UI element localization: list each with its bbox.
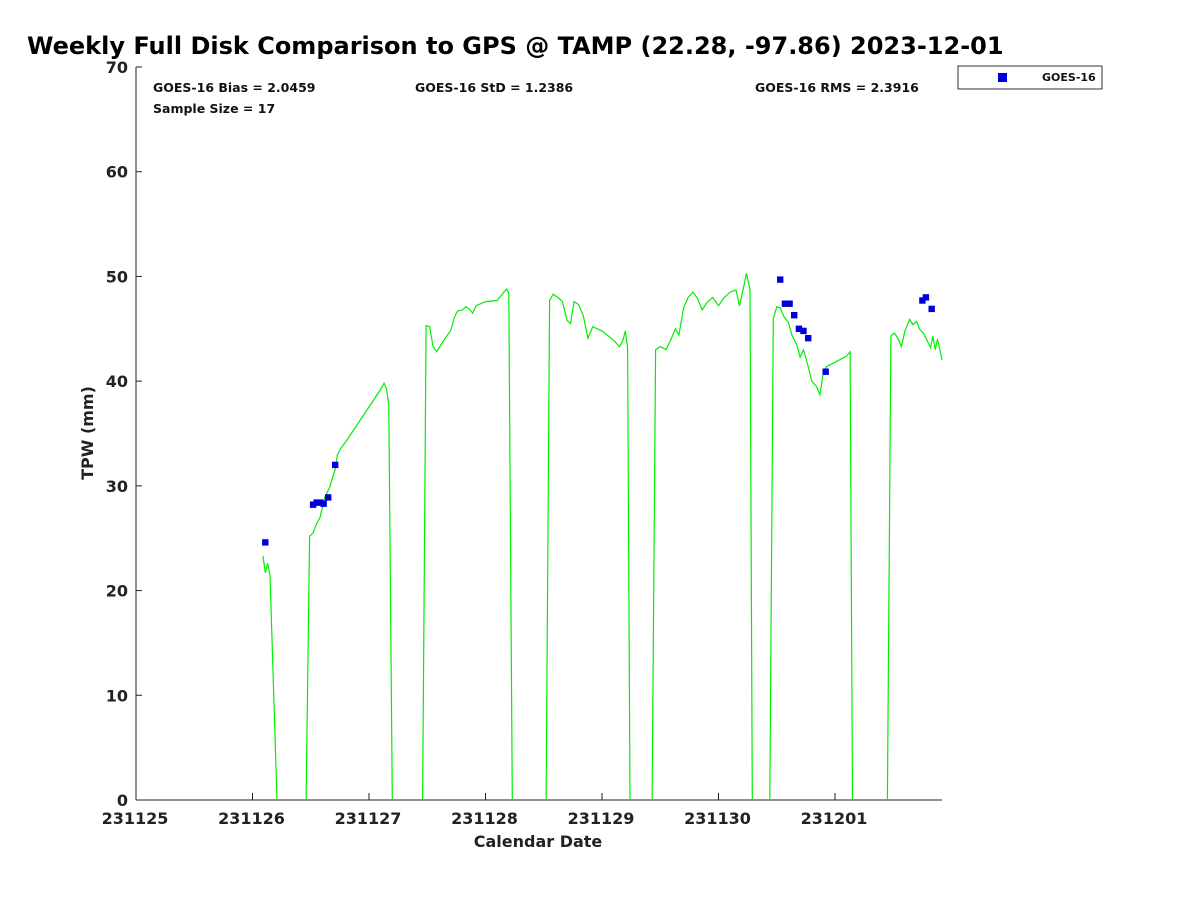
std-annotation: GOES-16 StD = 1.2386 [415, 80, 573, 95]
y-tick-label: 60 [106, 163, 128, 182]
y-tick-label: 50 [106, 267, 128, 286]
goes16-point [320, 500, 327, 507]
goes16-point [325, 494, 332, 501]
gps-line-segment [422, 287, 513, 801]
x-tick-label: 231127 [335, 809, 402, 828]
y-ticks: 0 10 20 30 40 50 60 70 [106, 58, 142, 810]
y-tick-label: 0 [117, 791, 128, 810]
goes16-point [928, 305, 935, 313]
x-tick-label: 231125 [102, 809, 169, 828]
y-tick-label: 30 [106, 477, 128, 496]
y-tick-label: 10 [106, 686, 128, 705]
gps-line-segment [545, 293, 631, 801]
gps-line-segment [886, 318, 943, 801]
y-axis-label: TPW (mm) [78, 386, 97, 480]
sample-size-annotation: Sample Size = 17 [153, 101, 275, 116]
gps-line-layer [262, 273, 943, 801]
goes16-point [791, 312, 798, 319]
rms-annotation: GOES-16 RMS = 2.3916 [755, 80, 919, 95]
chart-title: Weekly Full Disk Comparison to GPS @ TAM… [27, 32, 1004, 60]
goes16-point [309, 501, 317, 508]
x-tick-label: 231130 [684, 809, 751, 828]
goes16-point [922, 294, 930, 301]
x-tick-label: 231126 [218, 809, 285, 828]
gps-line-segment [651, 273, 753, 801]
x-tick-label: 231129 [568, 809, 635, 828]
goes16-point [777, 276, 784, 283]
goes16-point [800, 327, 807, 335]
goes16-point [316, 499, 324, 506]
gps-line-segment [769, 306, 854, 801]
legend-label-goes16: GOES-16 [1042, 71, 1096, 84]
goes16-point [919, 297, 926, 304]
goes16-point [786, 300, 793, 307]
plot-frame [135, 67, 942, 801]
gps-line-segment [262, 555, 278, 801]
x-axis-label: Calendar Date [474, 832, 603, 851]
x-ticks: 231125 231126 231127 231128 231129 231130 2312… [102, 793, 868, 828]
y-tick-label: 40 [106, 372, 128, 391]
legend: GOES-16 [957, 65, 1103, 90]
goes16-point [781, 300, 789, 307]
goes16-point [262, 539, 269, 546]
goes16-points-layer [262, 276, 935, 546]
legend-box [957, 65, 1103, 90]
x-tick-label: 231201 [801, 809, 868, 828]
legend-marker-goes16 [998, 73, 1007, 82]
goes16-point [795, 325, 803, 332]
goes16-point [313, 499, 320, 506]
y-tick-label: 20 [106, 582, 128, 601]
goes16-point [805, 335, 812, 342]
x-tick-label: 231128 [451, 809, 518, 828]
gps-line-segment [305, 381, 393, 801]
goes16-point [822, 368, 829, 375]
bias-annotation: GOES-16 Bias = 2.0459 [153, 80, 315, 95]
y-tick-label: 70 [106, 58, 128, 77]
stats-annotations: GOES-16 Bias = 2.0459 GOES-16 StD = 1.23… [153, 80, 919, 116]
goes16-point [332, 461, 339, 469]
